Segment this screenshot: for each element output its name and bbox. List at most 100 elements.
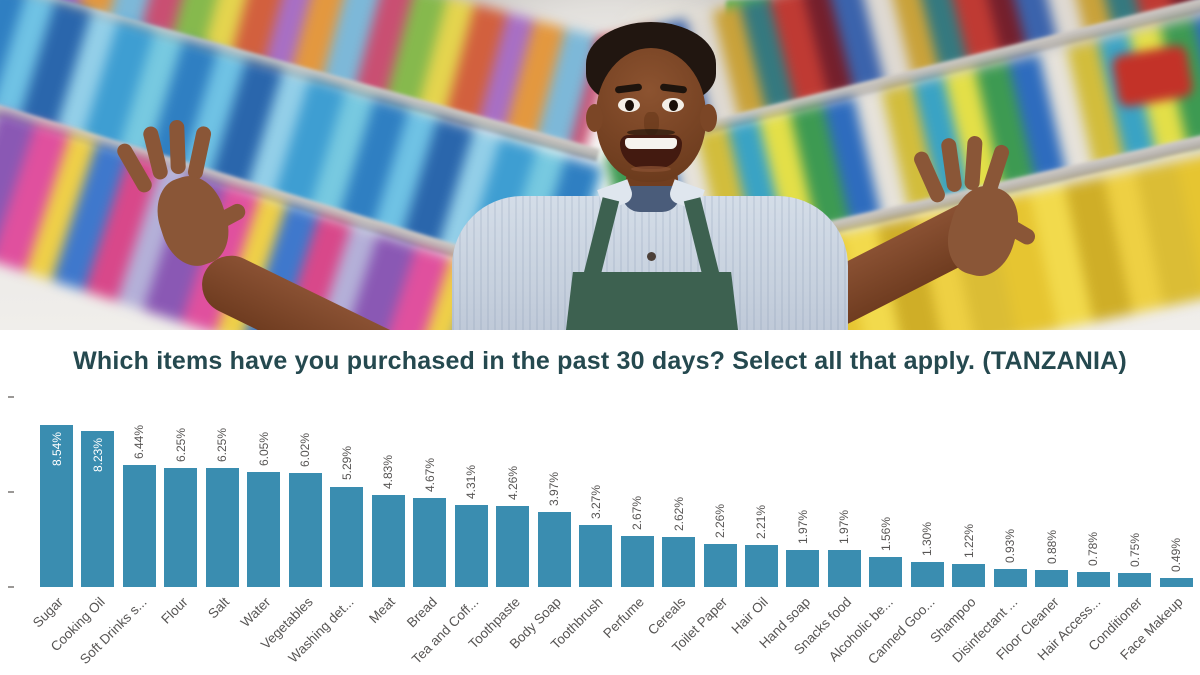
bar-value-label: 1.22% [961,523,976,558]
bar-value-label: 0.75% [1127,532,1142,567]
bar [786,549,820,587]
left-arm [192,245,447,330]
bar-value-label: 6.25% [215,428,230,463]
chart-plot: 8.54% Sugar 8.23% Cooking Oil 6.44% Soft Drin… [8,392,1193,667]
bar-column: 2.21% Hair Oil [729,392,778,637]
x-category-label: Sugar [30,594,67,631]
bar [330,486,364,587]
bar [744,545,778,587]
bar-column: 3.97% Body Soap [507,392,571,652]
bar-column: 6.25% Flour [158,392,198,627]
bar [910,562,944,587]
y-axis-tick [8,396,14,398]
bar-column: 5.29% Washing det... [285,392,364,666]
bar: 8.23% [81,430,115,587]
bar-value-label: 0.93% [1003,529,1018,564]
bar-value-label: 8.23% [90,437,105,472]
bar: 8.54% [40,424,73,587]
bar-value-label: 0.78% [1086,532,1101,567]
bar [869,557,903,587]
bar [454,505,488,587]
bar-column: 6.02% Vegetables [257,392,322,652]
x-category-label: Water [238,594,274,631]
bar-value-label: 2.21% [754,504,769,540]
bar-column: 0.78% Hair Access... [1034,392,1110,663]
bar-value-label: 1.30% [920,522,935,557]
bar-value-label: 3.97% [547,471,562,506]
bar-column: 8.54% Sugar [30,392,73,630]
bar [579,524,613,587]
x-category-label: Meat [366,594,399,627]
title-band: Which items have you purchased in the pa… [0,330,1200,392]
bar [1076,572,1110,587]
bar-value-label: 6.02% [298,432,313,467]
bar-value-label: 4.67% [422,458,437,493]
hand-finger [940,137,963,193]
bar-value-label: 6.44% [132,424,147,459]
bar [703,544,737,587]
bar-value-label: 1.97% [837,509,852,544]
bar [288,472,322,587]
bar-value-label: 0.49% [1169,537,1184,572]
bar-value-label: 1.56% [878,517,893,552]
bar-column: 2.62% Cereals [645,392,696,638]
bar-column: 6.44% Soft Drinks s... [77,392,156,667]
x-category-label: Salt [205,594,233,622]
bar-value-label: 8.54% [49,431,64,466]
bar [1035,570,1069,587]
bar-column: 8.23% Cooking Oil [48,392,115,654]
bar [662,537,696,587]
teeth [625,138,677,149]
bar-column: 0.93% Disinfectant ... [949,392,1027,665]
hand-finger [964,135,983,191]
bar [1159,577,1193,587]
x-category-label: Flour [158,594,191,627]
bar-value-label: 4.31% [464,465,479,500]
bar [827,549,861,587]
bar-column: 1.56% Alcoholic be... [826,392,903,664]
x-category-label: Bread [403,594,440,631]
bar [413,498,447,587]
bar-column: 1.22% Shampoo [927,392,986,646]
apron-bib [566,272,738,330]
bar-column: 2.67% Perfume [600,392,654,641]
bar-value-label: 3.27% [588,484,603,519]
bar-value-label: 4.83% [381,455,396,490]
bar [371,495,405,587]
bar [247,472,281,587]
bar-column: 0.75% Conditioner [1085,392,1152,654]
bar-column: 4.67% Bread [404,392,447,630]
bar [537,511,571,587]
bar [1118,572,1152,587]
bar [620,536,654,587]
bar [952,563,986,587]
shirt-button [647,252,656,261]
bar-column: 0.88% Floor Cleaner [993,392,1069,663]
bar-column: 4.83% Meat [366,392,405,626]
bar-column: 3.27% Toothbrush [548,392,613,652]
bar-value-label: 6.05% [256,432,271,467]
y-axis-tick [8,491,14,493]
bar-column: 6.05% Water [238,392,281,630]
ear [586,104,603,132]
bar-value-label: 4.26% [505,466,520,501]
bar-column: 0.49% Face Makeup [1118,392,1193,663]
page-title: Which items have you purchased in the pa… [73,346,1127,375]
bar-value-label: 0.88% [1044,530,1059,565]
pupil [669,100,678,111]
mustache [627,129,675,136]
bar [164,468,198,587]
bar-column: 1.97% Snacks food [791,392,861,657]
hand-finger [186,125,213,181]
pupil [625,100,634,111]
store-clerk [0,0,1200,330]
bar [205,468,239,587]
bar-value-label: 2.26% [713,504,727,539]
bar [122,464,156,587]
bar-column: 1.97% Hand soap [756,392,820,651]
bar-value-label: 2.67% [630,496,645,531]
bar-column: 4.31% Tea and Coff... [409,392,488,667]
ear [700,104,717,132]
bar-column: 6.25% Salt [205,392,239,621]
